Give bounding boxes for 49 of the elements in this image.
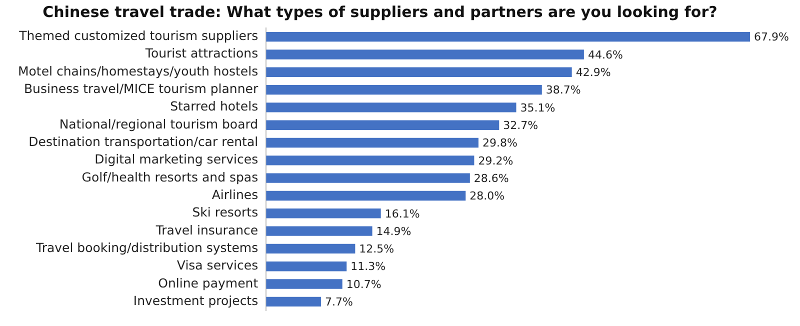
y-tick-label: Tourist attractions <box>144 46 258 61</box>
chart-title: Chinese travel trade: What types of suppliers and partners are you looking for? <box>42 2 718 21</box>
data-label: 29.2% <box>478 154 514 168</box>
data-label: 44.6% <box>588 48 623 62</box>
bar <box>266 156 474 166</box>
data-label: 42.9% <box>576 66 611 79</box>
bar <box>266 32 750 42</box>
y-tick-label: Online payment <box>158 275 258 290</box>
data-label: 35.1% <box>520 101 556 114</box>
data-label: 11.3% <box>350 260 386 274</box>
bar <box>266 67 572 77</box>
y-tick-label: Destination transportation/car rental <box>28 134 258 150</box>
data-label: 12.5% <box>359 242 394 256</box>
y-tick-label: Investment projects <box>133 292 258 308</box>
data-label: 28.6% <box>474 172 509 185</box>
bar <box>266 208 381 218</box>
bar <box>266 190 466 201</box>
y-tick-label: Visa services <box>176 258 258 273</box>
y-tick-label: Golf/health resorts and spas <box>82 169 258 184</box>
bar <box>266 173 470 183</box>
y-tick-label: Starred hotels <box>170 98 258 114</box>
y-tick-label: National/regional tourism board <box>59 116 258 132</box>
bar <box>266 226 372 236</box>
y-tick-label: Travel booking/distribution systems <box>35 240 258 255</box>
bar <box>266 279 342 289</box>
data-label: 29.8% <box>482 136 518 150</box>
data-label: 38.7% <box>546 84 581 97</box>
bar <box>266 244 356 254</box>
data-label: 32.7% <box>503 118 538 132</box>
y-tick-label: Themed customized tourism suppliers <box>18 28 258 44</box>
y-tick-label: Motel chains/homestays/youth hostels <box>18 63 258 78</box>
bar <box>266 102 516 112</box>
y-tick-label: Digital marketing services <box>94 152 258 167</box>
bar <box>266 50 584 60</box>
bar <box>266 262 347 272</box>
y-tick-label: Travel insurance <box>154 222 258 238</box>
data-label: 7.7% <box>324 296 353 309</box>
data-label: 67.9% <box>754 30 789 44</box>
bar <box>266 84 542 95</box>
y-tick-label: Airlines <box>212 186 258 202</box>
data-label: 16.1% <box>384 207 420 220</box>
bar <box>266 138 478 148</box>
data-label: 10.7% <box>346 278 382 291</box>
bar <box>266 296 321 307</box>
bar <box>266 120 500 130</box>
data-label: 14.9% <box>376 224 412 238</box>
data-label: 28.0% <box>470 190 505 203</box>
y-tick-label: Ski resorts <box>192 204 258 220</box>
y-tick-label: Business travel/MICE tourism planner <box>24 81 259 96</box>
